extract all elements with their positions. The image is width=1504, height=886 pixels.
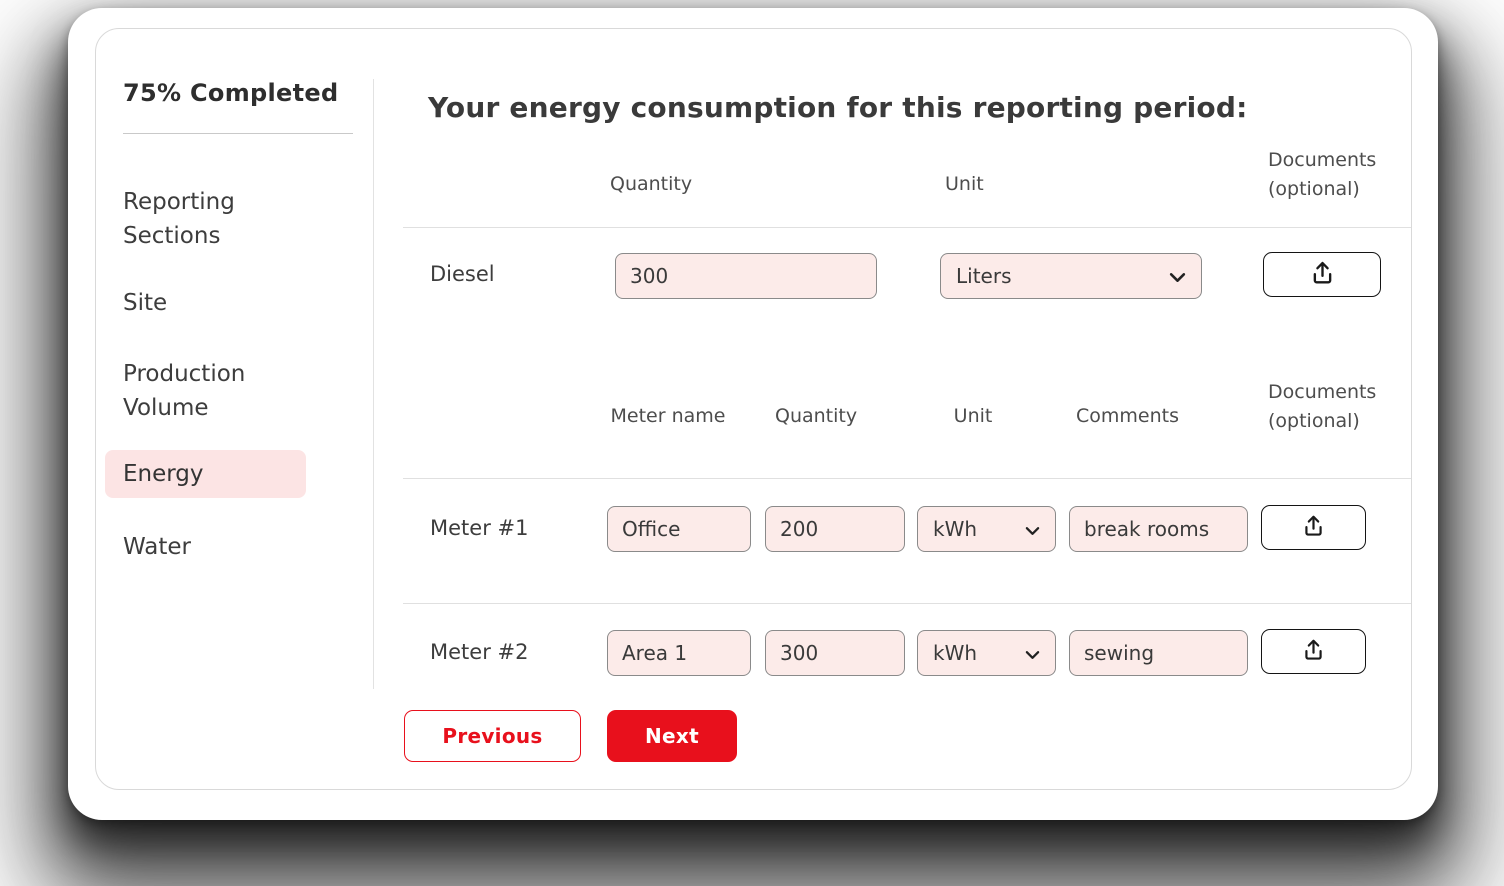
meter-header-quantity: Quantity xyxy=(775,405,858,427)
sidebar-item-reporting-sections[interactable]: Reporting Sections xyxy=(123,189,235,249)
upload-icon xyxy=(1301,637,1326,666)
meter1-comments-input[interactable] xyxy=(1069,506,1248,552)
meter-header-name: Meter name xyxy=(610,405,726,427)
fuel-table-divider xyxy=(403,227,1411,228)
previous-button[interactable]: Previous xyxy=(404,710,581,762)
meter-row-label: Meter #2 xyxy=(430,640,529,664)
diesel-unit-value: Liters xyxy=(956,264,1012,288)
meter1-name-input[interactable] xyxy=(607,506,751,552)
chevron-down-icon xyxy=(1169,264,1186,288)
meter1-upload-button[interactable] xyxy=(1261,505,1366,550)
page-title: Your energy consumption for this reporti… xyxy=(428,91,1248,124)
sidebar-item-production-volume[interactable]: Production Volume xyxy=(123,361,246,421)
meter-table-divider-1 xyxy=(403,478,1411,479)
meter-header-unit: Unit xyxy=(953,405,993,427)
meter-header-documents: Documents (optional) xyxy=(1268,381,1377,432)
meter1-quantity-input[interactable] xyxy=(765,506,905,552)
chevron-down-icon xyxy=(1025,641,1040,665)
upload-icon xyxy=(1301,513,1326,542)
meter-row-label: Meter #1 xyxy=(430,516,529,540)
meter2-comments-input[interactable] xyxy=(1069,630,1248,676)
fuel-row-label: Diesel xyxy=(430,262,495,286)
fuel-header-documents: Documents (optional) xyxy=(1268,149,1377,200)
progress-label: 75% Completed xyxy=(123,79,339,107)
diesel-quantity-input[interactable] xyxy=(615,253,877,299)
sidebar-item-energy[interactable]: Energy xyxy=(105,450,306,498)
diesel-upload-button[interactable] xyxy=(1263,252,1381,297)
meter2-upload-button[interactable] xyxy=(1261,629,1366,674)
meter-header-comments: Comments xyxy=(1076,405,1179,427)
fuel-header-quantity: Quantity xyxy=(610,173,693,195)
meter2-unit-select[interactable]: kWh xyxy=(917,630,1056,676)
meter2-name-input[interactable] xyxy=(607,630,751,676)
sidebar-item-site[interactable]: Site xyxy=(123,290,168,316)
progress-divider xyxy=(123,133,353,134)
meter1-unit-value: kWh xyxy=(933,517,978,541)
meter2-quantity-input[interactable] xyxy=(765,630,905,676)
sidebar-divider xyxy=(373,79,374,689)
meter1-unit-select[interactable]: kWh xyxy=(917,506,1056,552)
fuel-header-unit: Unit xyxy=(945,173,984,195)
chevron-down-icon xyxy=(1025,517,1040,541)
next-button[interactable]: Next xyxy=(607,710,737,762)
form-card: 75% Completed Reporting Sections Site Pr… xyxy=(68,8,1438,820)
meter-table-divider-2 xyxy=(403,603,1411,604)
upload-icon xyxy=(1309,259,1336,290)
sidebar-item-energy-label: Energy xyxy=(123,461,204,487)
form-card-border: 75% Completed Reporting Sections Site Pr… xyxy=(95,28,1412,790)
diesel-unit-select[interactable]: Liters xyxy=(940,253,1202,299)
sidebar-item-water[interactable]: Water xyxy=(123,534,191,560)
meter2-unit-value: kWh xyxy=(933,641,978,665)
